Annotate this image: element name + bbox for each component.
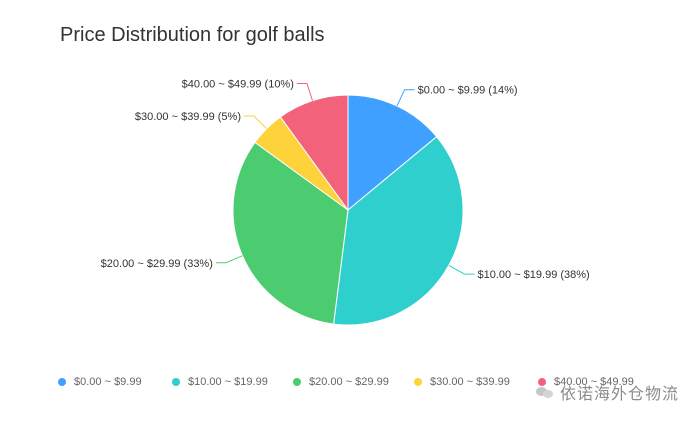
pie-slice: [347, 94, 438, 212]
legend-item[interactable]: $30.00 ~ $39.99: [414, 376, 510, 388]
slice-leader-line: [215, 255, 243, 264]
slice-label: $40.00 ~ $49.99 (10%): [182, 79, 294, 91]
legend-item[interactable]: $40.00 ~ $49.99: [538, 376, 634, 388]
slice-leader-line: [448, 264, 475, 275]
slice-label: $30.00 ~ $39.99 (5%): [135, 111, 241, 123]
slice-label: $10.00 ~ $19.99 (38%): [478, 269, 590, 281]
watermark: 依诺海外仓物流: [535, 380, 679, 404]
legend-label: $40.00 ~ $49.99: [554, 376, 634, 388]
legend-marker-icon: [58, 378, 66, 386]
legend-item[interactable]: $0.00 ~ $9.99: [58, 376, 142, 388]
slice-label: $0.00 ~ $9.99 (14%): [418, 85, 518, 97]
chart-title: Price Distribution for golf balls: [60, 24, 325, 46]
pie-slice: [333, 135, 464, 326]
legend-item[interactable]: $20.00 ~ $29.99: [293, 376, 389, 388]
legend-label: $30.00 ~ $39.99: [430, 376, 510, 388]
legend-marker-icon: [414, 378, 422, 386]
legend-label: $10.00 ~ $19.99: [188, 376, 268, 388]
slice-leader-line: [296, 83, 313, 101]
legend-label: $20.00 ~ $29.99: [309, 376, 389, 388]
chart-legend: $0.00 ~ $9.99 $10.00 ~ $19.99 $20.00 ~ $29…: [58, 376, 658, 394]
legend-marker-icon: [538, 378, 546, 386]
pie-slice: [279, 94, 349, 212]
slice-leader-line: [396, 89, 415, 107]
slice-leader-line: [244, 115, 268, 130]
watermark-text: 依诺海外仓物流: [559, 384, 679, 403]
wechat-icon: [535, 385, 554, 399]
legend-marker-icon: [293, 378, 301, 386]
slice-label: $20.00 ~ $29.99 (33%): [101, 258, 213, 270]
pie-slice: [232, 141, 349, 325]
legend-label: $0.00 ~ $9.99: [74, 376, 142, 388]
legend-item[interactable]: $10.00 ~ $19.99: [172, 376, 268, 388]
legend-marker-icon: [172, 378, 180, 386]
